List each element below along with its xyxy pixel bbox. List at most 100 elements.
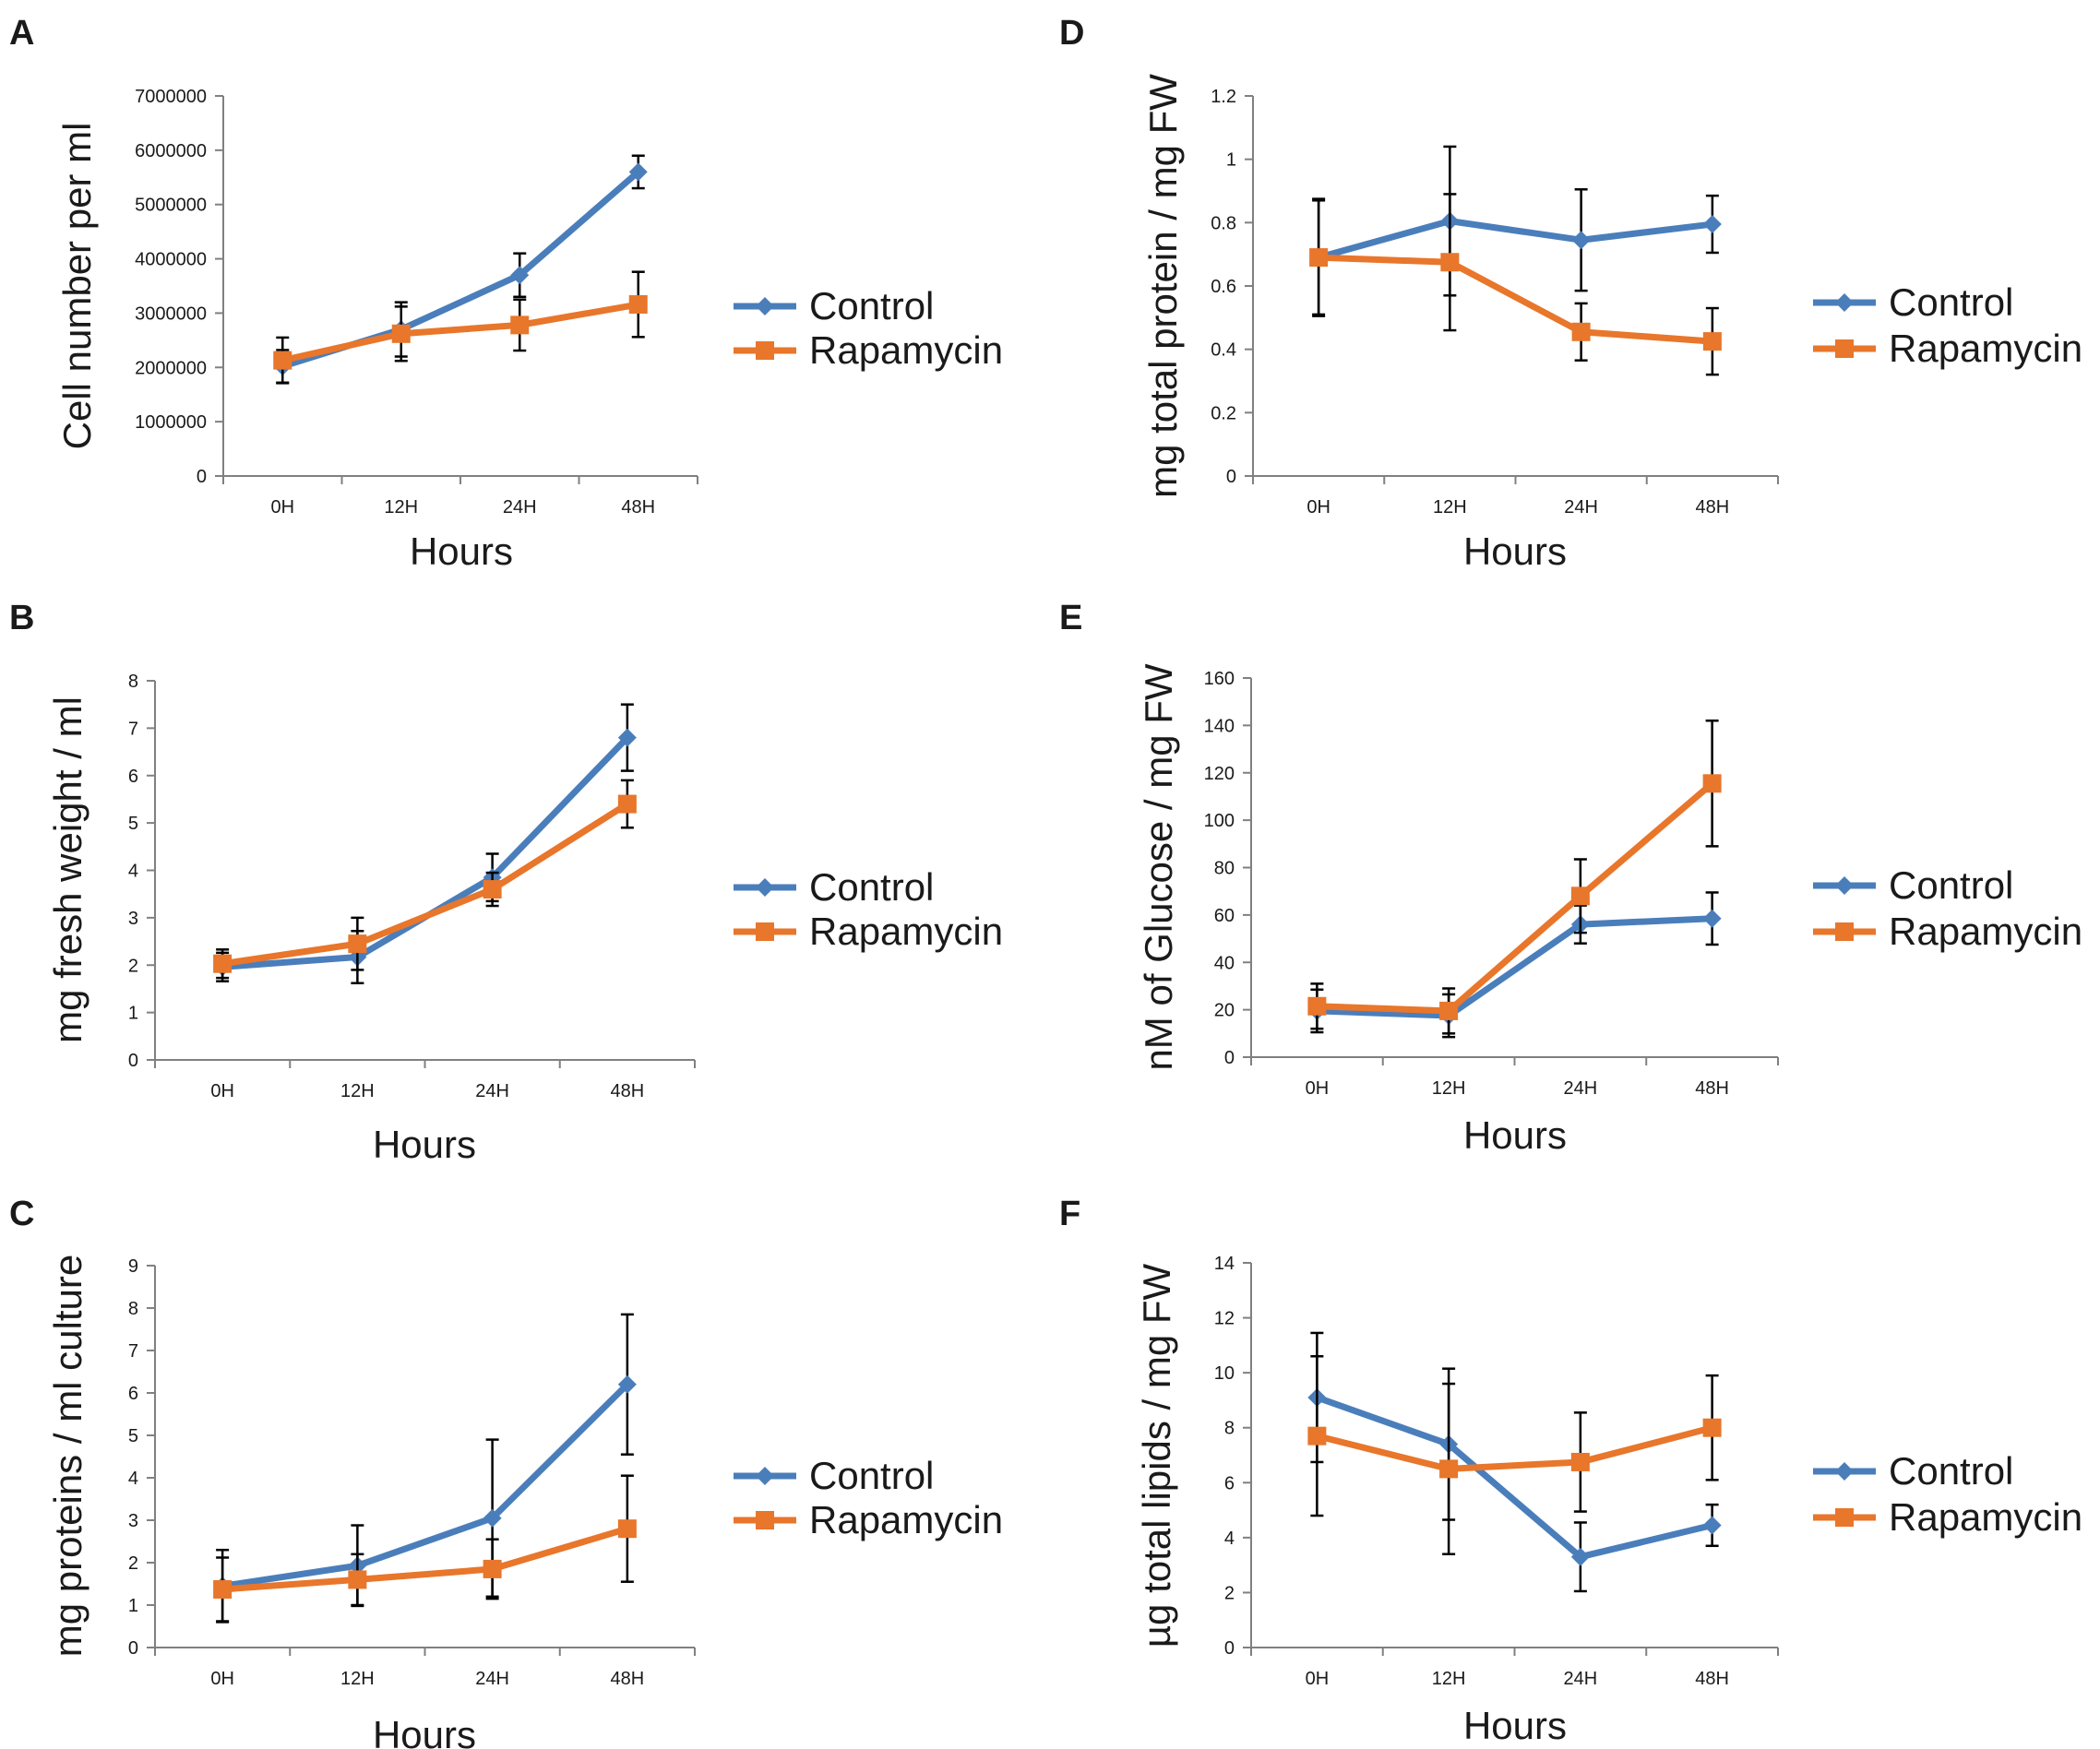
y-tick-label: 0.4	[1211, 340, 1236, 361]
y-tick-label: 14	[1214, 1254, 1235, 1274]
y-tick-label: 160	[1204, 669, 1235, 689]
legend-rapamycin-marker	[756, 922, 774, 941]
control-marker	[617, 1374, 637, 1394]
legend-rapamycin-label: Rapamycin	[1889, 327, 2082, 370]
y-tick-label: 5000000	[135, 196, 207, 216]
y-tick-label: 1	[128, 1596, 138, 1616]
x-tick-label: 0H	[1306, 1078, 1330, 1099]
y-tick-label: 6	[1224, 1473, 1235, 1493]
control-marker	[1571, 231, 1591, 250]
legend-control-marker	[756, 297, 774, 315]
control-marker	[617, 728, 637, 747]
y-tick-label: 8	[1224, 1419, 1235, 1439]
y-tick-label: 0	[128, 1051, 138, 1071]
y-axis-title: mg fresh weight / ml	[46, 696, 89, 1043]
y-tick-label: 0	[1224, 1048, 1235, 1068]
panel-letter: F	[1059, 1195, 1080, 1233]
x-tick-label: 24H	[503, 497, 537, 518]
control-line	[1317, 915, 1712, 1019]
rapamycin-marker	[483, 1559, 502, 1578]
y-tick-label: 1.2	[1211, 87, 1236, 107]
x-tick-label: 12H	[1432, 1078, 1466, 1099]
rapamycin-marker	[1702, 332, 1722, 351]
rapamycin-marker	[1439, 1001, 1459, 1020]
series-control	[213, 703, 637, 985]
legend-control-marker	[756, 1467, 774, 1485]
y-tick-label: 0.8	[1211, 213, 1236, 233]
legend-rapamycin-label: Rapamycin	[809, 1498, 1003, 1541]
y-tick-label: 3	[128, 1511, 138, 1531]
rapamycin-marker	[273, 351, 292, 370]
y-tick-label: 5	[128, 1426, 138, 1446]
series-rapamycin	[1309, 193, 1722, 376]
control-marker	[1570, 1547, 1590, 1566]
series-control	[1307, 891, 1722, 1039]
panel-letter: E	[1059, 599, 1082, 637]
x-tick-label: 12H	[340, 1669, 375, 1689]
y-tick-label: 6	[128, 1384, 138, 1404]
y-tick-label: 0	[128, 1638, 138, 1659]
rapamycin-line	[221, 801, 629, 968]
y-tick-label: 7	[128, 1341, 138, 1362]
x-tick-label: 48H	[611, 1081, 645, 1101]
legend-rapamycin-marker	[1835, 1508, 1854, 1527]
panel-b: B 0 1 2 3 4 5 6 7 8 0H 12H 24H 48H Hours mg fresh weigh…	[9, 599, 1003, 1166]
y-tick-label: 0.2	[1211, 403, 1236, 423]
rapamycin-marker	[1307, 996, 1327, 1016]
rapamycin-line	[1316, 1424, 1713, 1472]
series-control	[1309, 145, 1722, 317]
panel-f: F 0 2 4 6 8 10 12 14 0H 12H 24H 48H Hours µg total lip…	[1059, 1195, 2082, 1747]
rapamycin-line	[1318, 254, 1713, 345]
control-line	[221, 1382, 630, 1589]
control-marker	[510, 266, 530, 285]
rapamycin-line	[221, 1525, 628, 1593]
y-tick-label: 6000000	[135, 141, 207, 161]
y-tick-label: 140	[1204, 716, 1235, 736]
rapamycin-marker	[1307, 1426, 1327, 1446]
rapamycin-line	[1317, 780, 1714, 1015]
legend-rapamycin-label: Rapamycin	[1889, 910, 2082, 953]
x-tick-label: 48H	[621, 497, 655, 518]
panel-letter: B	[9, 599, 34, 637]
rapamycin-marker	[1570, 886, 1590, 906]
y-tick-label: 8	[128, 1299, 138, 1319]
y-axis-title: nM of Glucose / mg FW	[1137, 663, 1180, 1070]
legend-rapamycin-label: Rapamycin	[809, 328, 1003, 372]
rapamycin-marker	[348, 934, 367, 954]
legend-control-marker	[756, 878, 774, 897]
y-axis-title: mg proteins / ml culture	[46, 1255, 89, 1658]
x-axis-title: Hours	[1463, 1113, 1567, 1157]
legend-control-label: Control	[809, 284, 934, 327]
y-tick-label: 4	[1224, 1529, 1235, 1549]
x-tick-label: 0H	[210, 1669, 234, 1689]
y-tick-label: 8	[128, 672, 138, 692]
rapamycin-marker	[510, 315, 530, 335]
rapamycin-marker	[1702, 774, 1722, 793]
x-tick-label: 24H	[1564, 497, 1598, 518]
panel-e: E 0 20 40 60 80 100 120 140 160 0H 12H 24H 48H Hours nM…	[1059, 599, 2082, 1157]
control-marker	[1702, 909, 1722, 928]
legend-rapamycin-marker	[756, 1511, 774, 1529]
series-control	[1307, 1331, 1722, 1593]
x-tick-label: 48H	[1696, 497, 1730, 518]
x-tick-label: 24H	[1564, 1078, 1598, 1099]
x-axis-title: Hours	[410, 529, 513, 573]
control-line	[281, 169, 641, 370]
rapamycin-marker	[483, 880, 502, 899]
y-tick-label: 40	[1214, 953, 1235, 973]
series-rapamycin	[1307, 1355, 1722, 1555]
legend-rapamycin-marker	[1835, 339, 1854, 358]
legend-control-label: Control	[1889, 1449, 2013, 1493]
x-axis-title: Hours	[373, 1713, 476, 1749]
y-tick-label: 60	[1214, 906, 1235, 926]
y-tick-label: 0	[197, 467, 207, 487]
rapamycin-marker	[617, 794, 637, 814]
legend-rapamycin-marker	[756, 341, 774, 360]
rapamycin-marker	[391, 324, 411, 343]
x-tick-label: 0H	[1307, 497, 1330, 518]
legend-rapamycin-label: Rapamycin	[809, 910, 1003, 953]
y-tick-label: 0	[1224, 1638, 1235, 1659]
rapamycin-marker	[1440, 253, 1460, 272]
